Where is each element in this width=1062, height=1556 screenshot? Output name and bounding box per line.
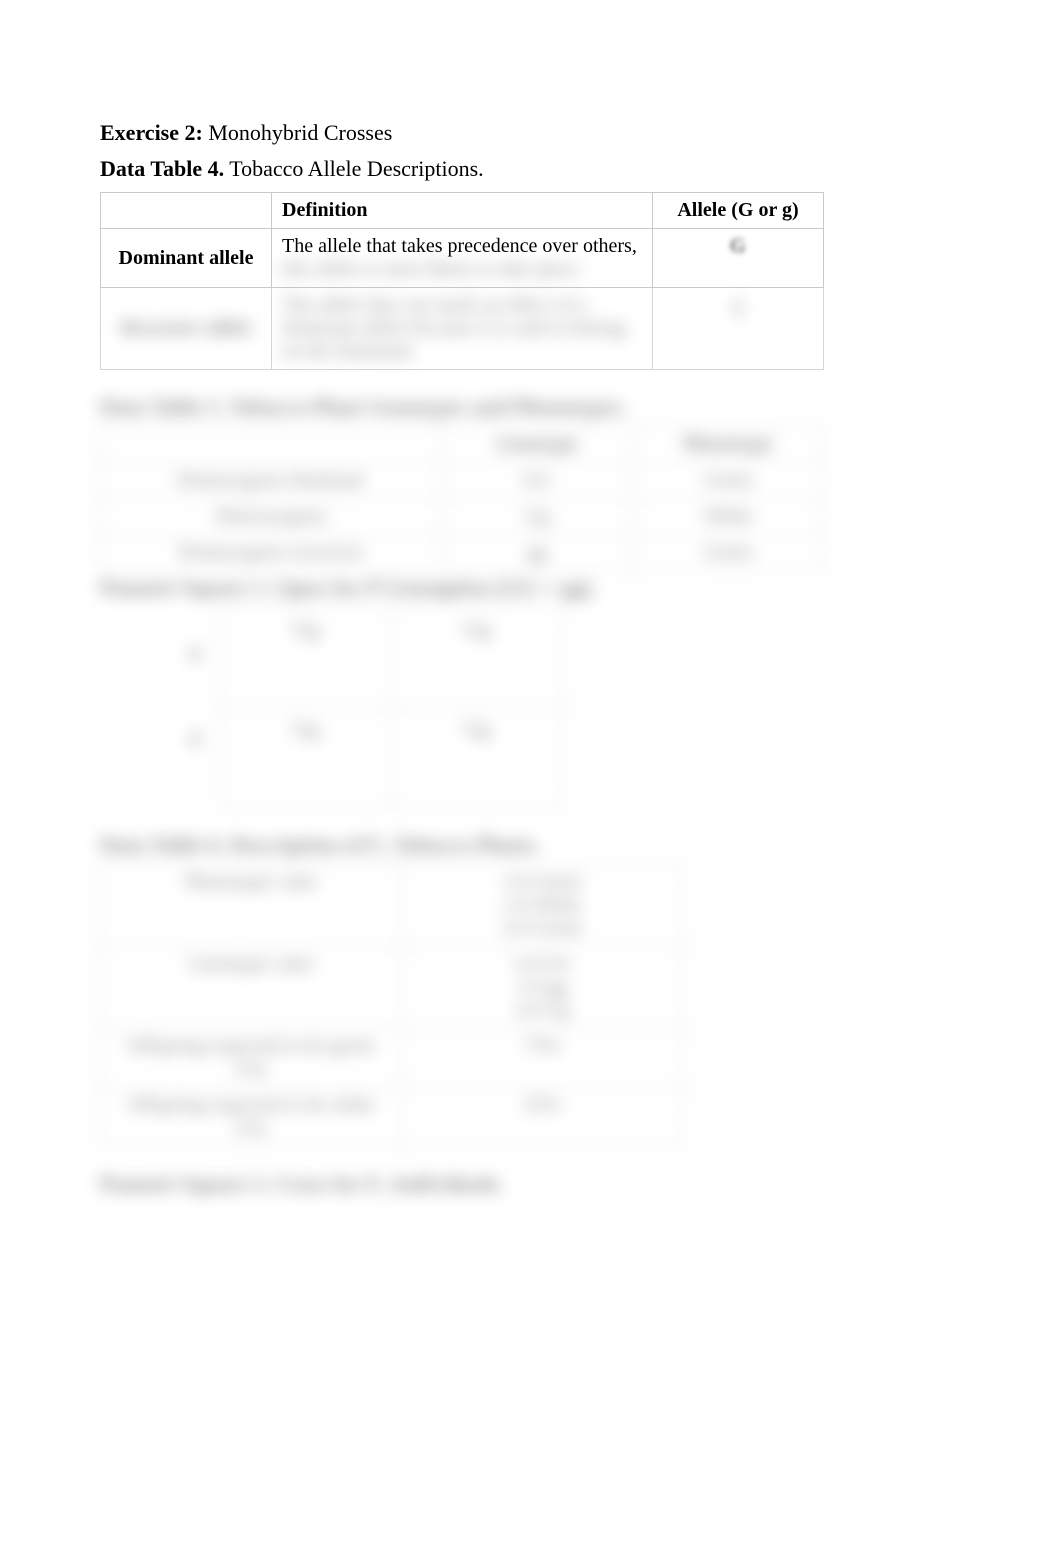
table4-r0-def-blur: this allele is most likely to take place… [282, 258, 583, 280]
t6r2l: Offspring expected to be green (%) [101, 1029, 402, 1088]
table4-h1: Definition [272, 193, 653, 229]
p1-row-0: Gg Gg [221, 608, 563, 708]
t6r1v: 1/4 GG 1/4 gg 2/4 Gg [402, 947, 683, 1029]
table4-r0-label: Dominant allele [101, 229, 272, 288]
table4-r0-allele: G [653, 229, 824, 288]
table5-row-0: Homozygous dominant GG Green [101, 463, 824, 499]
t6r0l: Phenotypic ratio [101, 865, 402, 947]
t5r1g: Gg [442, 499, 633, 535]
t5r0l: Homozygous dominant [101, 463, 442, 499]
punnett1-grid: Gg Gg Gg Gg [220, 607, 563, 808]
t5r2g: gg [442, 535, 633, 571]
t6-row-1: Genotypic ratio 1/4 GG 1/4 gg 2/4 Gg [101, 947, 683, 1029]
punnett2-title: Punnett Square 2. Cross for F₁ Individua… [100, 1171, 962, 1197]
table4-h0 [101, 193, 272, 229]
t5r0g: GG [442, 463, 633, 499]
table5-h1: Genotype [442, 427, 633, 463]
table4-r1-allele: g [653, 288, 824, 370]
p1-top-0: G [220, 579, 370, 605]
table4: Definition Allele (G or g) Dominant alle… [100, 192, 824, 370]
p1-c01: Gg [392, 608, 563, 708]
table4-r0-def-clear: The allele that takes precedence over ot… [282, 235, 637, 257]
table5-h0 [101, 427, 442, 463]
table5-row-1: Heterozygous Gg White [101, 499, 824, 535]
t6r3l: Offspring expected to be white (%) [101, 1088, 402, 1147]
table5: Genotype Phenotype Homozygous dominant G… [100, 426, 824, 571]
t6-row-3: Offspring expected to be white (%) 25% [101, 1088, 683, 1147]
t6r0v: 1/4 Green 1/4 White 2/4 Green [402, 865, 683, 947]
t5r0p: Green [633, 463, 824, 499]
t5r2p: Green [633, 535, 824, 571]
p1-c11: Gg [392, 708, 563, 808]
table4-title-rest: Tobacco Allele Descriptions. [224, 156, 484, 181]
p1-left-0: g [180, 637, 210, 663]
exercise-heading: Exercise 2: Monohybrid Crosses [100, 120, 962, 146]
table4-r0-def: The allele that takes precedence over ot… [272, 229, 653, 288]
p1-c00: Gg [221, 608, 392, 708]
t5r1p: White [633, 499, 824, 535]
t6r1l: Genotypic ratio [101, 947, 402, 1029]
t5r2l: Homozygous recessive [101, 535, 442, 571]
table5-h2: Phenotype [633, 427, 824, 463]
exercise-label: Exercise 2: [100, 120, 203, 145]
t6r3v: 25% [402, 1088, 683, 1147]
table6: Phenotypic ratio 1/4 Green 1/4 White 2/4… [100, 864, 683, 1147]
punnett1: G G g g Gg Gg Gg Gg [160, 607, 520, 808]
p1-row-1: Gg Gg [221, 708, 563, 808]
blurred-region: Data Table 5. Tobacco Plant Genotypes an… [100, 394, 962, 1197]
table4-r1-label: Recessive allele [101, 288, 272, 370]
table4-row-1: Recessive allele The allele that can mas… [101, 288, 824, 370]
t5r1l: Heterozygous [101, 499, 442, 535]
p1-c10: Gg [221, 708, 392, 808]
exercise-title: Monohybrid Crosses [203, 120, 392, 145]
table4-h2: Allele (G or g) [653, 193, 824, 229]
table6-title: Data Table 6. Description of F₁ Tobacco … [100, 832, 962, 858]
page: Exercise 2: Monohybrid Crosses Data Tabl… [0, 0, 1062, 1556]
table5-row-2: Homozygous recessive gg Green [101, 535, 824, 571]
p1-top-1: G [370, 579, 520, 605]
t6-row-0: Phenotypic ratio 1/4 Green 1/4 White 2/4… [101, 865, 683, 947]
p1-left-1: g [180, 722, 210, 748]
table5-header-row: Genotype Phenotype [101, 427, 824, 463]
table4-r1-def: The allele that can mask an effect of a … [272, 288, 653, 370]
table4-title-bold: Data Table 4. [100, 156, 224, 181]
t6r2v: 75% [402, 1029, 683, 1088]
t6-row-2: Offspring expected to be green (%) 75% [101, 1029, 683, 1088]
table4-title: Data Table 4. Tobacco Allele Description… [100, 156, 962, 182]
table4-header-row: Definition Allele (G or g) [101, 193, 824, 229]
table4-row-0: Dominant allele The allele that takes pr… [101, 229, 824, 288]
table5-title: Data Table 5. Tobacco Plant Genotypes an… [100, 394, 962, 420]
